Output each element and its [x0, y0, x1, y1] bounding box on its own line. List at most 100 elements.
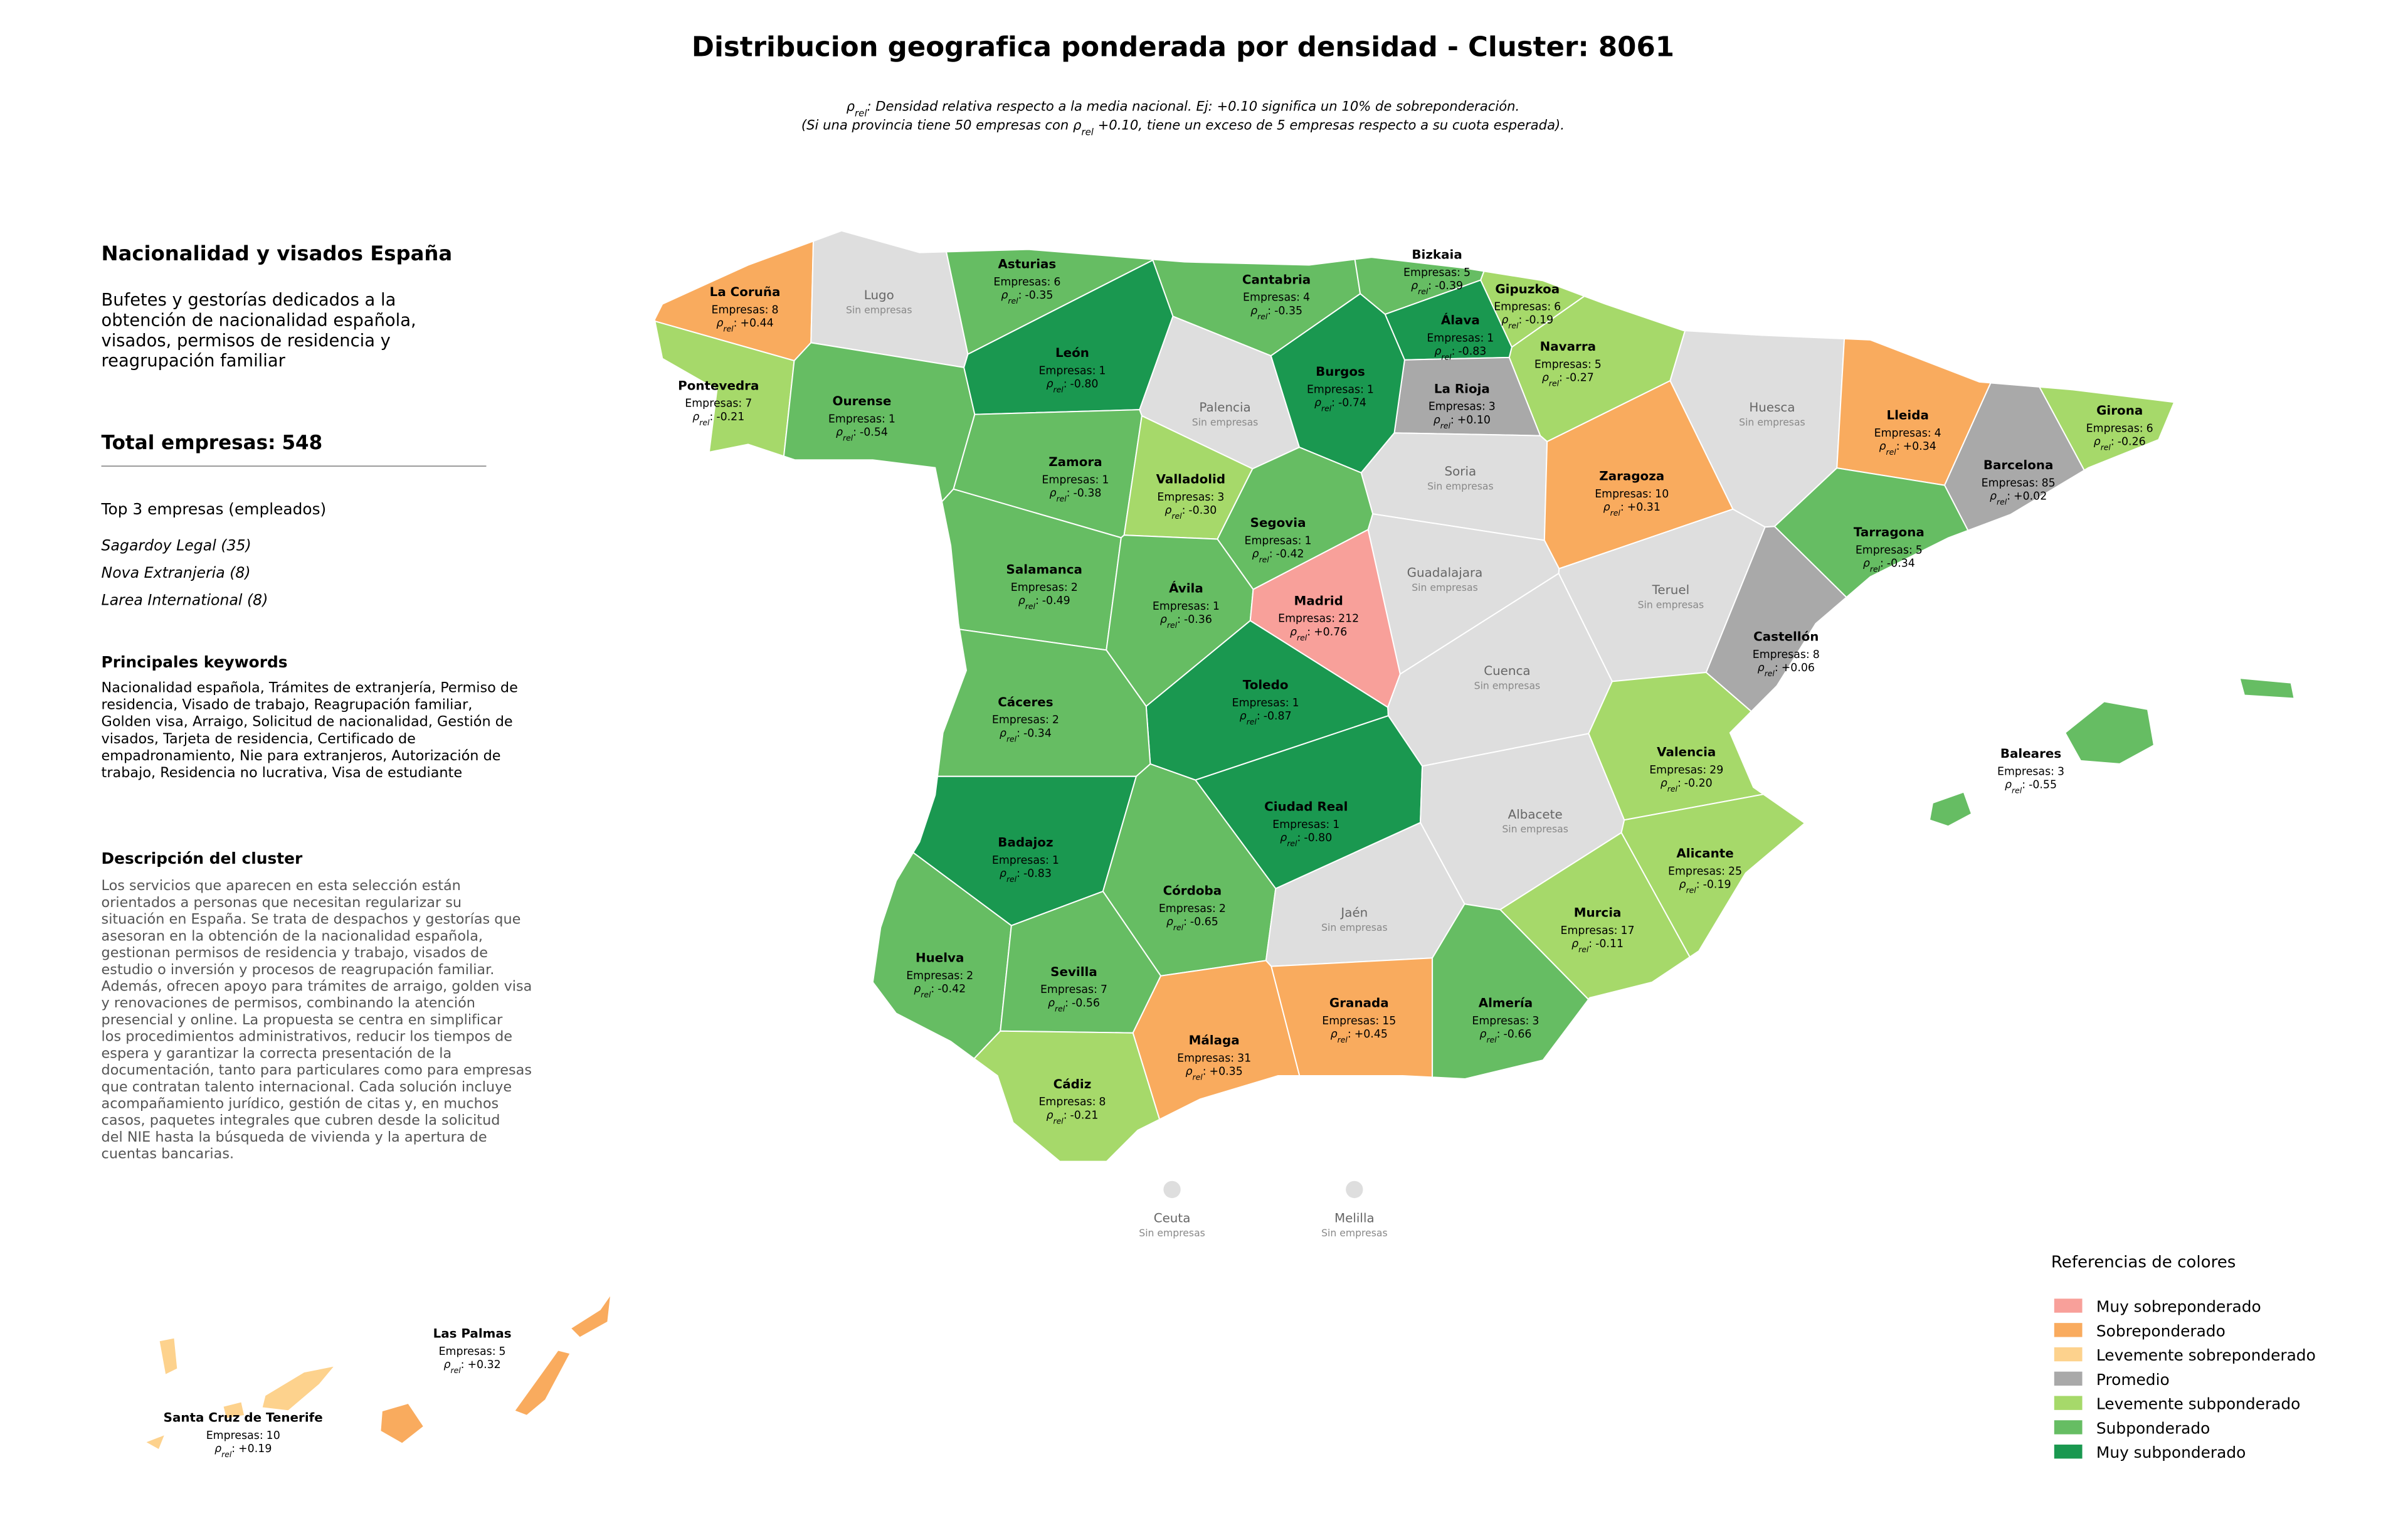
panel-heading: Nacionalidad y visados España — [102, 241, 453, 265]
rho-symbol: ρ — [1280, 832, 1287, 844]
empresas-label: Empresas: 2 — [992, 714, 1059, 726]
rho-sep: : — [1452, 345, 1455, 358]
panel-intro: obtención de nacionalidad española, — [102, 310, 416, 330]
empresas-label: Empresas: 8 — [1753, 649, 1820, 661]
rho-symbol: ρ — [1164, 504, 1171, 517]
province-shape — [143, 1433, 167, 1451]
rho-label: ρrel: -0.56 — [1048, 997, 1100, 1013]
province-shape — [1620, 793, 1806, 958]
province-name: Alicante — [1676, 846, 1733, 861]
rho-sub: rel — [221, 1450, 232, 1459]
rho-value: -0.36 — [1184, 613, 1212, 626]
rho-symbol: ρ — [1160, 613, 1167, 626]
legend-label: Promedio — [2096, 1371, 2170, 1389]
total-label: Total empresas: — [102, 432, 276, 454]
rho-sub: rel — [1338, 1035, 1348, 1044]
empresas-prefix: Empresas: — [1472, 1015, 1529, 1027]
rho-sub: rel — [1054, 385, 1064, 394]
rho-sep: : — [231, 1443, 235, 1455]
rho-sep: : — [1428, 280, 1432, 292]
empresas-label: Empresas: 5 — [1534, 359, 1602, 371]
rho-symbol: ρ — [692, 411, 699, 423]
province-name: Valencia — [1657, 745, 1716, 759]
empresas-label: Empresas: 2 — [906, 970, 973, 982]
top-heading: Top 3 empresas (empleados) — [101, 500, 327, 518]
empresas-label: Empresas: 6 — [2086, 422, 2153, 435]
province-name: Sevilla — [1050, 965, 1097, 979]
rho-sep: : — [1065, 997, 1069, 1009]
empresas-label: Empresas: 1 — [828, 413, 895, 426]
top-item: Sagardoy Legal (35) — [102, 536, 251, 554]
rho-sub: rel — [1886, 447, 1897, 457]
province-shape — [1928, 791, 1973, 827]
legend-label: Subponderado — [2096, 1419, 2210, 1437]
empresas-label: Empresas: 1 — [1307, 383, 1374, 396]
empresas-prefix: Empresas: — [1038, 1096, 1096, 1108]
legend-swatch — [2054, 1420, 2083, 1435]
province-name: Cantabria — [1242, 272, 1311, 287]
legend-swatch — [2054, 1445, 2083, 1459]
rho-sep: : — [1331, 396, 1335, 409]
no-data-label: Sin empresas — [1739, 416, 1805, 428]
legend-label: Levemente sobreponderado — [2096, 1346, 2316, 1364]
empresas-value: 2 — [1071, 581, 1078, 594]
empresas-value: 8 — [771, 304, 778, 317]
empresas-value: 1 — [1487, 332, 1494, 344]
rho-symbol: ρ — [1252, 548, 1259, 561]
top-item: Nova Extranjeria (8) — [102, 564, 251, 581]
no-data-label: Sin empresas — [1192, 416, 1259, 428]
rho-symbol: ρ — [1046, 378, 1053, 391]
rho-label: ρrel: -0.26 — [2094, 436, 2146, 452]
legend-label: Muy sobreponderado — [2096, 1298, 2261, 1316]
province-shape — [261, 1364, 337, 1412]
empresas-prefix: Empresas: — [1232, 697, 1289, 709]
empresas-label: Empresas: 3 — [1997, 765, 2064, 778]
description-line: del NIE hasta la búsqueda de vivienda y … — [102, 1129, 487, 1145]
rho-label: ρrel: +0.35 — [1186, 1066, 1243, 1082]
rho-sub: rel — [1008, 295, 1018, 305]
rho-label: ρrel: -0.80 — [1280, 832, 1332, 848]
rho-label: ρrel: -0.38 — [1049, 487, 1101, 504]
empresas-value: 1 — [889, 413, 895, 426]
province-shape — [973, 1030, 1161, 1162]
empresas-value: 31 — [1237, 1053, 1251, 1065]
rho-label: ρrel: -0.39 — [1411, 280, 1463, 296]
rho-sep: : — [1497, 1028, 1501, 1041]
rho-value: -0.83 — [1023, 867, 1052, 880]
rho-symbol: ρ — [914, 983, 921, 995]
legend-swatch — [2054, 1396, 2083, 1410]
rho-label: ρrel: -0.80 — [1046, 378, 1098, 395]
city-shape — [1163, 1180, 1181, 1199]
rho-value: -0.38 — [1073, 487, 1101, 500]
province-name: Las Palmas — [433, 1327, 512, 1341]
province-name: Burgos — [1316, 364, 1365, 379]
rho-value: -0.27 — [1566, 372, 1594, 385]
empresas-value: 3 — [2057, 765, 2064, 778]
subtitle-rest: : Densidad relativa respecto a la media … — [867, 98, 1519, 114]
rho-symbol: ρ — [1679, 878, 1686, 891]
subtitle-sub: rel — [1081, 126, 1094, 137]
empresas-prefix: Empresas: — [1534, 359, 1592, 371]
empresas-prefix: Empresas: — [992, 854, 1049, 867]
rho-sub: rel — [1549, 378, 1560, 388]
province-shape — [222, 1401, 246, 1419]
no-data-label: Sin empresas — [1502, 823, 1568, 835]
empresas-value: 29 — [1709, 764, 1723, 777]
rho-sep: : — [1307, 626, 1311, 639]
rho-value: +0.76 — [1314, 626, 1347, 639]
rho-sep: : — [1177, 613, 1181, 626]
province-name: Ourense — [833, 394, 892, 408]
rho-symbol: ρ — [1501, 314, 1508, 327]
legend: Referencias de colores Muy sobreponderado… — [2051, 1253, 2316, 1462]
province-name: Toledo — [1243, 678, 1289, 692]
rho-label: ρrel: +0.19 — [214, 1443, 272, 1459]
keywords-heading: Principales keywords — [102, 653, 288, 671]
rho-sub: rel — [1667, 783, 1678, 793]
rho-label: ρrel: +0.44 — [716, 317, 773, 333]
legend-label: Muy subponderado — [2096, 1443, 2246, 1462]
empresas-prefix: Empresas: — [1595, 488, 1652, 501]
province-shape — [654, 320, 795, 457]
rho-label: ρrel: -0.19 — [1501, 314, 1553, 330]
